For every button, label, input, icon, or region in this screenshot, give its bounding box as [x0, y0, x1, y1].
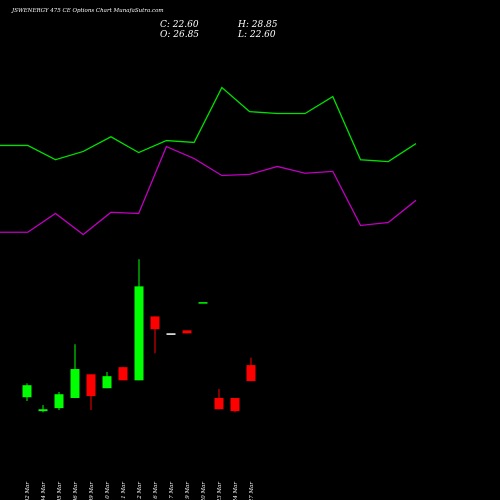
x-tick-label: 12 Mar [137, 482, 143, 500]
open-label: O: 26.85 [160, 30, 199, 40]
indicator-line [0, 145, 417, 236]
candle-body [118, 367, 128, 381]
x-tick-label: 04 Mar [41, 482, 47, 500]
candle-body [214, 397, 224, 410]
candle-body [198, 302, 208, 304]
candle-body [246, 365, 256, 382]
candle-body [86, 374, 96, 397]
x-tick-label: 19 Mar [185, 482, 191, 500]
x-tick-label: 16 Mar [153, 482, 159, 500]
x-tick-label: 17 Mar [169, 482, 175, 500]
high-label: H: 28.85 [237, 20, 278, 30]
x-tick-label: 02 Mar [25, 482, 31, 500]
candle-body [134, 286, 144, 381]
x-tick-label: 09 Mar [89, 482, 95, 500]
candle-body [182, 330, 192, 334]
close-label: C: 22.60 [160, 20, 199, 30]
x-tick-label: 06 Mar [73, 482, 79, 500]
candle-body [54, 394, 64, 409]
x-tick-label: 20 Mar [201, 482, 207, 500]
candle-body [22, 385, 32, 398]
x-tick-label: 23 Mar [217, 482, 223, 500]
x-tick-label: 27 Mar [249, 482, 255, 500]
candle-body [102, 376, 112, 389]
candle-body [38, 409, 48, 412]
chart-title: JSWENERGY 475 CE Options Chart MunafaSut… [11, 8, 164, 14]
candle-body [230, 397, 240, 412]
candle-body [150, 316, 160, 330]
x-tick-label: 10 Mar [105, 482, 111, 500]
x-tick-label: 05 Mar [57, 482, 63, 500]
candle-body [70, 369, 80, 398]
indicator-line [0, 86, 417, 163]
x-tick-label: 24 Mar [233, 482, 239, 500]
low-label: L: 22.60 [237, 30, 276, 40]
x-tick-label: 11 Mar [121, 482, 127, 500]
candle-body [166, 333, 176, 335]
